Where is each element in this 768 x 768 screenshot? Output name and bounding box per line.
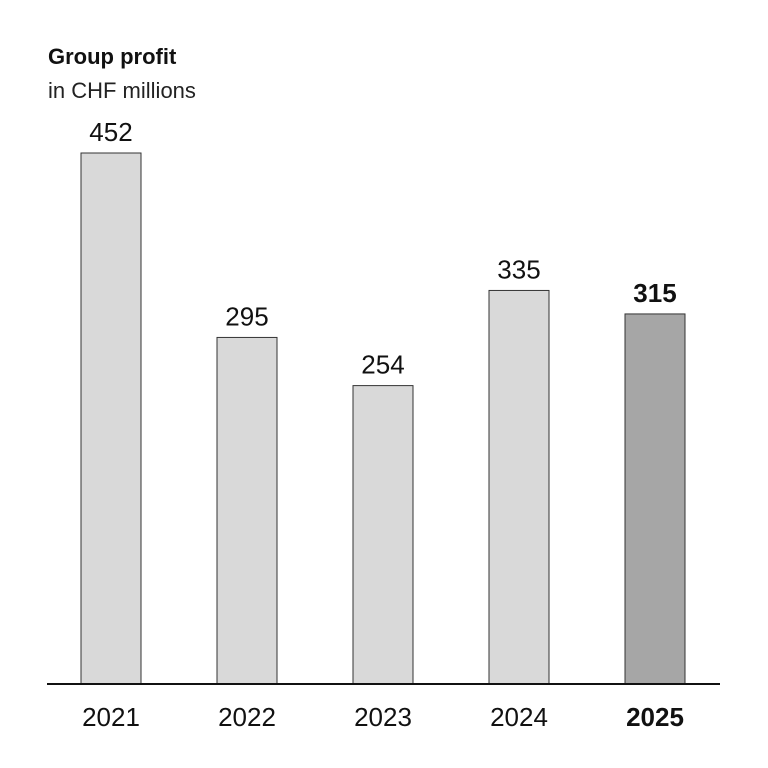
- category-label-2021: 2021: [82, 702, 140, 732]
- value-label-2024: 335: [497, 254, 540, 284]
- chart-title: Group profit: [48, 44, 177, 69]
- bar-2024: [488, 289, 550, 685]
- value-label-2023: 254: [361, 350, 404, 380]
- category-label-2022: 2022: [218, 702, 276, 732]
- chart-subtitle: in CHF millions: [48, 78, 196, 103]
- value-label-2025: 315: [633, 278, 676, 308]
- value-label-2021: 452: [89, 117, 132, 147]
- value-label-2022: 295: [225, 301, 268, 331]
- bar-2025: [624, 313, 686, 685]
- category-label-2025: 2025: [626, 702, 684, 732]
- category-label-2024: 2024: [490, 702, 548, 732]
- bar-2023: [352, 385, 414, 685]
- bar-2021: [80, 152, 142, 685]
- category-label-2023: 2023: [354, 702, 412, 732]
- bar-2022: [216, 336, 278, 685]
